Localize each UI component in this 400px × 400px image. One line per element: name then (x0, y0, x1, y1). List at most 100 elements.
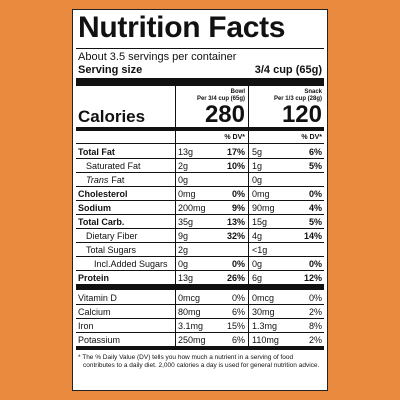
amount: 0g (178, 258, 189, 269)
amount: 35g (178, 216, 194, 227)
daily-value: 8% (308, 320, 322, 331)
column-serving: Per 3/4 cup (65g) (196, 96, 245, 102)
amount: 200mg (178, 202, 206, 213)
rule (76, 284, 324, 290)
rule (76, 127, 324, 131)
daily-value: 15% (226, 320, 245, 331)
calories-label: Calories (78, 107, 146, 126)
rule (76, 158, 324, 159)
dv-header: % DV* (224, 134, 245, 141)
amount: 5g (252, 146, 263, 157)
rule (76, 256, 324, 257)
serving-size-label: Serving size (78, 64, 143, 76)
amount: 0mcg (178, 292, 201, 303)
row-label: Cholesterol (78, 188, 128, 199)
daily-value: 26% (226, 272, 245, 283)
title: Nutrition Facts (78, 11, 286, 44)
label-text: Total Fat (78, 146, 115, 157)
daily-value: 9% (231, 202, 245, 213)
amount: 9g (178, 230, 189, 241)
daily-value: 6% (308, 146, 322, 157)
amount: 13g (178, 146, 194, 157)
row-label: Iron (78, 320, 94, 331)
amount: 2g (178, 244, 189, 255)
daily-value: 0% (231, 258, 245, 269)
daily-value: 13% (226, 216, 245, 227)
rule (76, 318, 324, 319)
daily-value: 2% (308, 334, 322, 345)
column-name: Snack (304, 89, 322, 95)
daily-value: 0% (308, 292, 322, 303)
rule (76, 48, 324, 49)
amount: 30mg (252, 306, 275, 317)
daily-value: 0% (231, 188, 245, 199)
rule (76, 186, 324, 187)
label-italic: Trans (86, 174, 109, 185)
rule (76, 143, 324, 144)
rule (175, 86, 176, 346)
daily-value: 6% (231, 334, 245, 345)
label-text: Vitamin D (78, 292, 117, 303)
amount: 80mg (178, 306, 201, 317)
amount: 6g (252, 272, 263, 283)
serving-size: 3/4 cup (65g) (254, 64, 322, 76)
label-text: Protein (78, 272, 110, 283)
label-text: Potassium (78, 334, 121, 345)
rule (76, 304, 324, 305)
footnote: * The % Daily Value (DV) tells you how m… (78, 354, 320, 370)
label-text: Saturated Fat (86, 160, 141, 171)
amount: 0mcg (252, 292, 275, 303)
calories: 280 (204, 101, 245, 128)
label-text: Cholesterol (78, 188, 128, 199)
rule (76, 346, 324, 350)
label-text: Calcium (78, 306, 111, 317)
amount: 15g (252, 216, 268, 227)
daily-value: 6% (231, 306, 245, 317)
daily-value: 5% (308, 216, 322, 227)
dv-header: % DV* (301, 134, 322, 141)
row-label: Total Sugars (86, 245, 136, 255)
daily-value: 0% (231, 292, 245, 303)
label-text: Incl.Added Sugars (94, 258, 168, 269)
row-label: Potassium (78, 334, 121, 345)
row-label: Dietary Fiber (86, 230, 138, 241)
amount: 90mg (252, 202, 275, 213)
amount: 3.1mg (178, 320, 204, 331)
daily-value: 12% (303, 272, 322, 283)
label-text: Total Carb. (78, 216, 125, 227)
amount: 110mg (252, 334, 279, 345)
rule (76, 270, 324, 271)
row-label: Protein (78, 272, 110, 283)
rule (76, 228, 324, 229)
servings: About 3.5 servings per container (78, 51, 237, 63)
label-text: Fat (111, 174, 125, 185)
label-text: Sodium (78, 202, 111, 213)
amount: 250mg (178, 334, 206, 345)
amount: 1.3mg (252, 320, 278, 331)
row-label: Sodium (78, 202, 111, 213)
label-text: Dietary Fiber (86, 230, 138, 241)
daily-value: 0% (308, 258, 322, 269)
rule (76, 332, 324, 333)
daily-value: 0% (308, 188, 322, 199)
daily-value: 10% (226, 160, 245, 171)
daily-value: 2% (308, 306, 322, 317)
daily-value: 5% (308, 160, 322, 171)
amount: 1g (252, 160, 263, 171)
daily-value: 17% (226, 146, 245, 157)
row-label: Calcium (78, 306, 111, 317)
rule (76, 172, 324, 173)
rule (76, 200, 324, 201)
amount: 0g (178, 174, 189, 185)
rule (76, 214, 324, 215)
rule (76, 78, 324, 86)
amount: 2g (178, 160, 189, 171)
calories: 120 (281, 101, 322, 128)
row-label: Total Fat (78, 146, 115, 157)
amount: 0g (252, 174, 263, 185)
label-text: Iron (78, 320, 94, 331)
amount: <1g (252, 244, 268, 255)
rule (248, 86, 249, 346)
row-label: Incl.Added Sugars (94, 258, 168, 269)
